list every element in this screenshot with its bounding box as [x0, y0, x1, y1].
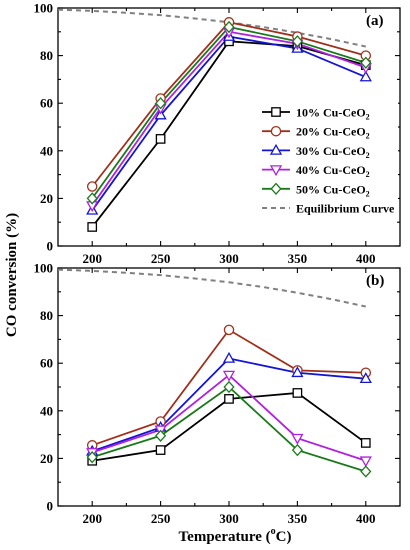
x-tick-label: 200 [82, 511, 102, 526]
x-axis-label: Temperature (oC) [179, 526, 292, 545]
data-point-series-5 [291, 35, 303, 48]
legend-background [254, 102, 398, 222]
y-axis-label: CO conversion (%) [4, 213, 20, 337]
x-tick-label: 250 [151, 251, 171, 266]
legend-label-main: 30% Cu-CeO [296, 144, 366, 158]
x-axis-label-main: Temperature ( [179, 529, 271, 545]
y-tick-label: 0 [47, 239, 54, 254]
data-point-series-1 [155, 134, 166, 144]
legend-label-main: 20% Cu-CeO [296, 125, 366, 139]
legend-label-subscript: 2 [366, 113, 370, 122]
y-tick-label: 100 [34, 261, 54, 276]
x-tick-label: 400 [356, 511, 376, 526]
legend-marker-5 [270, 182, 282, 195]
legend-label-main: 40% Cu-CeO [296, 163, 366, 177]
x-axis-label-sup: o [271, 526, 276, 537]
data-point-series-1 [87, 222, 98, 232]
data-point-series-5 [291, 443, 303, 457]
legend-label-equilibrium: Equilibrium Curve [296, 202, 395, 216]
panel-a: 200 250 300 350 400 0 20 40 60 80 100 (a) 10% Cu-CeO… [34, 1, 401, 266]
y-tick-label: 20 [40, 191, 53, 206]
y-tick-label: 80 [40, 308, 53, 323]
data-point-series-5 [360, 56, 372, 69]
legend-label-subscript: 2 [366, 170, 370, 179]
data-point-series-2 [86, 181, 98, 192]
data-point-series-5 [155, 429, 167, 442]
data-point-series-1 [155, 445, 166, 455]
legend-label-2: 20% Cu-CeO2 [296, 125, 370, 141]
data-point-series-5 [223, 20, 235, 34]
legend-label-4: 40% Cu-CeO2 [296, 163, 370, 179]
legend-label-main: 10% Cu-CeO [296, 106, 366, 120]
y-tick-label: 40 [40, 143, 53, 158]
legend-label-1: 10% Cu-CeO2 [296, 106, 370, 122]
y-tick-label: 80 [40, 48, 53, 63]
data-point-series-5 [86, 192, 98, 205]
x-tick-label: 400 [356, 251, 376, 266]
x-tick-label: 200 [82, 251, 102, 266]
y-tick-label: 60 [40, 356, 53, 371]
x-tick-label: 350 [288, 511, 308, 526]
x-axis-label-end: C) [276, 529, 292, 545]
equilibrium-curve [57, 8, 367, 48]
y-tick-label: 40 [40, 403, 53, 418]
legend-label-subscript: 2 [366, 132, 370, 141]
data-point-series-4 [222, 370, 236, 382]
panel-label: (b) [366, 273, 384, 289]
equilibrium-curve [57, 268, 367, 308]
data-point-series-3 [359, 372, 372, 384]
panel-b: 200 250 300 350 400 0 20 40 60 80 100 (b) [34, 261, 401, 526]
legend-label-main: 50% Cu-CeO [296, 182, 366, 196]
y-tick-label: 0 [47, 499, 54, 514]
data-point-series-3 [291, 366, 304, 378]
y-tick-label: 20 [40, 451, 53, 466]
x-tick-label: 300 [219, 251, 239, 266]
data-point-series-1 [292, 388, 303, 398]
x-tick-label: 300 [219, 511, 239, 526]
data-point-series-5 [223, 380, 235, 394]
legend-marker-2 [270, 125, 282, 137]
legend-marker-3 [269, 143, 283, 155]
legend-marker-1 [271, 107, 281, 117]
data-point-series-5 [86, 451, 98, 464]
data-point-series-1 [360, 438, 371, 448]
panel-label: (a) [366, 13, 384, 29]
x-tick-label: 250 [151, 511, 171, 526]
data-point-series-3 [359, 70, 372, 82]
data-point-series-5 [360, 465, 372, 478]
y-tick-label: 100 [34, 1, 54, 16]
data-point-series-3 [222, 351, 236, 363]
legend-marker-4 [269, 165, 283, 177]
data-point-series-1 [224, 394, 234, 404]
legend-label-5: 50% Cu-CeO2 [296, 182, 370, 198]
data-point-series-2 [223, 324, 235, 336]
legend-label-subscript: 2 [366, 151, 370, 160]
data-point-series-4 [359, 456, 372, 468]
legend-label-3: 30% Cu-CeO2 [296, 144, 370, 160]
legend-label-subscript: 2 [366, 189, 370, 198]
data-point-series-4 [291, 433, 304, 445]
y-tick-label: 60 [40, 96, 53, 111]
data-point-series-5 [155, 97, 167, 110]
x-tick-label: 350 [288, 251, 308, 266]
